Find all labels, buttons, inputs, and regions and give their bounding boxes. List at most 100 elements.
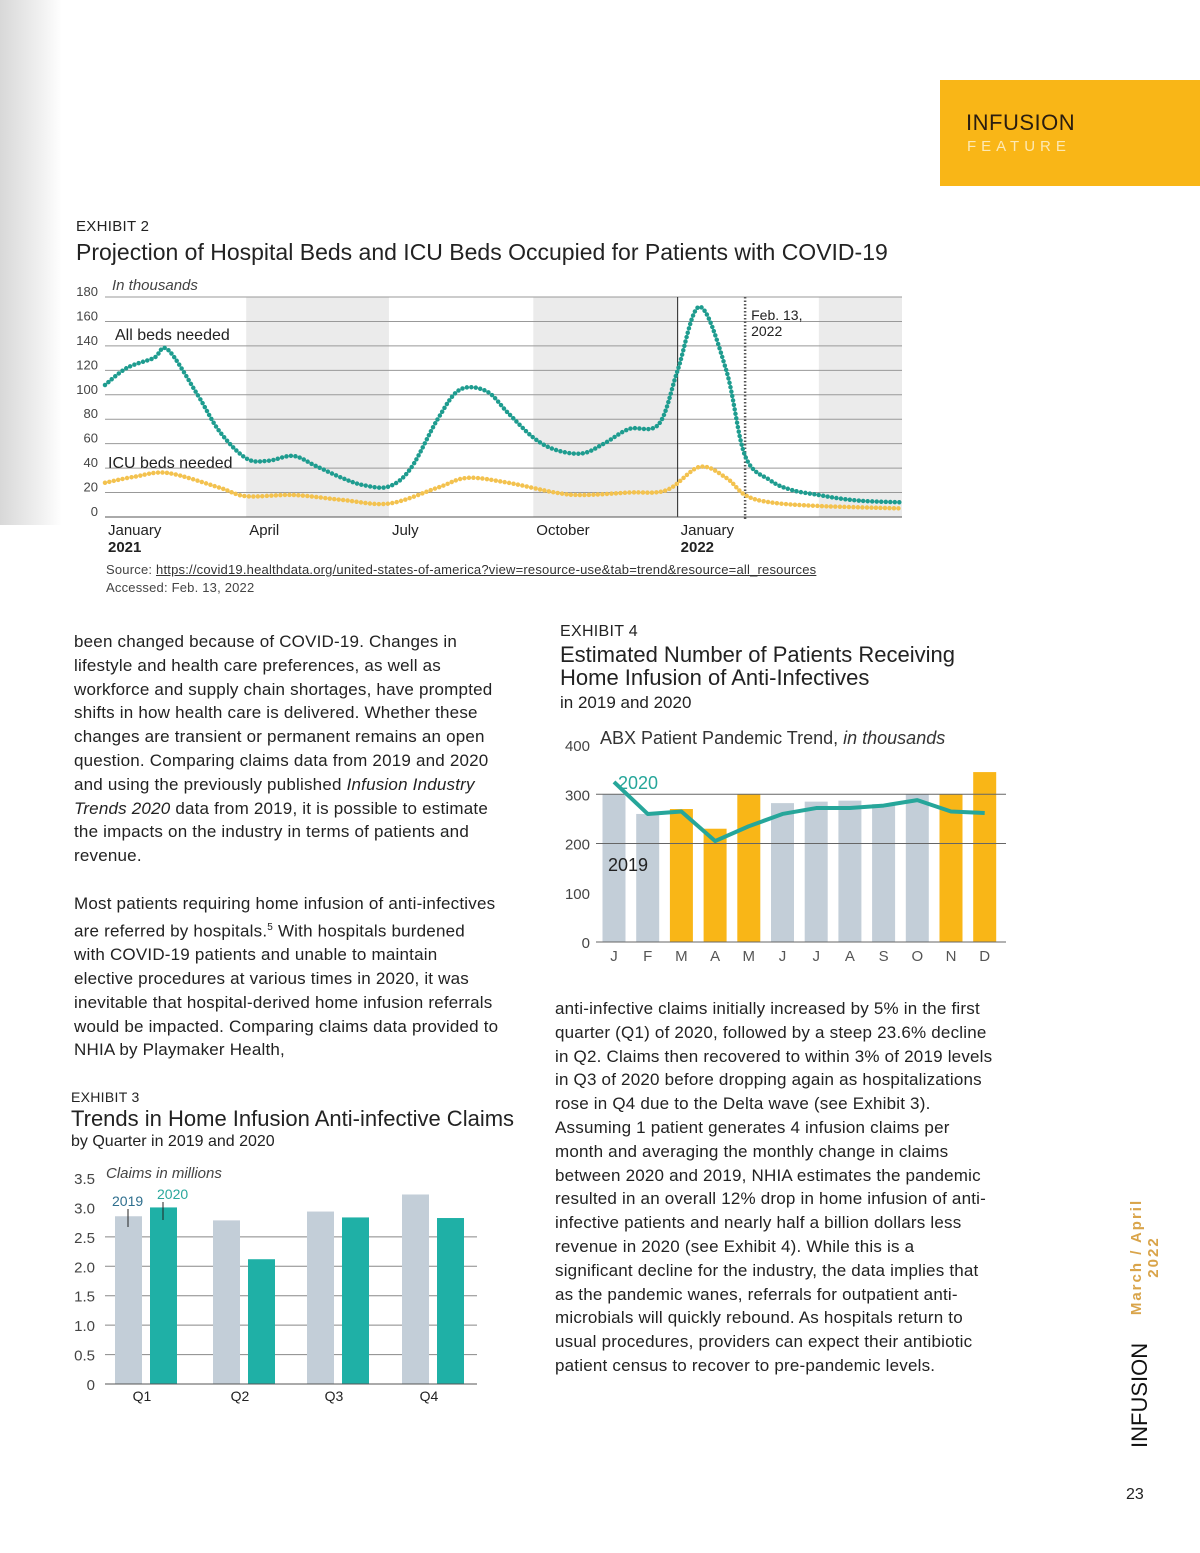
- legend-2020: 2020: [157, 1186, 188, 1202]
- exhibit2-label: EXHIBIT 2: [76, 218, 150, 235]
- bar-2019-7: [838, 800, 862, 942]
- legend-2020: 2020: [618, 773, 658, 793]
- y-tick-label: 60: [84, 431, 98, 446]
- infusion-logo: INFUSION: [966, 110, 1076, 135]
- x-tick-label: January: [108, 522, 162, 539]
- bar-2019-9: [905, 794, 929, 942]
- publication-title: Infusion Industry Trends 2020: [74, 774, 475, 818]
- y-tick-label: 3.0: [74, 1200, 95, 1217]
- exhibit4-combo-chart: J F M A M J J A S O N D 0 100 200 300 400 ABX Patient Pan…: [565, 728, 1006, 965]
- y-tick-label: 2.5: [74, 1230, 95, 1247]
- x-tick-label: N: [946, 948, 957, 965]
- x-tick-label: Q2: [231, 1388, 250, 1404]
- x-tick-label: Q1: [133, 1388, 152, 1404]
- text-segment: Most patients requiring home infusion of…: [74, 894, 496, 941]
- annotation-label: Feb. 13,: [751, 307, 802, 323]
- x-tick-label: A: [845, 948, 855, 965]
- x-tick-year: 2022: [681, 539, 714, 556]
- exhibit4-title-line2: Home Infusion of Anti-Infectives: [560, 665, 870, 690]
- y-tick-label: 20: [84, 480, 98, 495]
- x-tick-label: April: [249, 522, 279, 539]
- shaded-period: [818, 297, 902, 517]
- x-tick-label: A: [710, 948, 720, 965]
- bar-2019-10: [939, 794, 963, 942]
- x-tick-label: Q3: [325, 1388, 344, 1404]
- y-tick-label: 2.0: [74, 1259, 95, 1276]
- bar-2019-Q4: [402, 1194, 429, 1384]
- shaded-period: [246, 297, 389, 517]
- bar-2019-0: [602, 794, 626, 942]
- bar-2019-6: [804, 801, 828, 942]
- footnote-ref[interactable]: 5: [267, 921, 274, 933]
- issue-date: March / April 2022: [1128, 1198, 1162, 1316]
- series-label-icu-beds: ICU beds needed: [108, 455, 233, 472]
- y-axis-unit: Claims in millions: [106, 1165, 222, 1182]
- exhibit4-subtitle: in 2019 and 2020: [560, 693, 692, 712]
- x-tick-label: J: [812, 948, 820, 965]
- y-tick-label: 80: [84, 406, 98, 421]
- annotation-label: 2022: [751, 323, 782, 339]
- bar-2019-2: [669, 809, 693, 942]
- bar-2019-Q2: [213, 1220, 240, 1384]
- x-tick-label: D: [979, 948, 990, 965]
- x-tick-label: J: [610, 948, 618, 965]
- exhibit3-subtitle: by Quarter in 2019 and 2020: [71, 1133, 275, 1150]
- y-tick-label: 3.5: [74, 1171, 95, 1188]
- x-tick-label: S: [879, 948, 889, 965]
- y-tick-label: 160: [76, 308, 98, 323]
- exhibit4-title-line1: Estimated Number of Patients Receiving: [560, 642, 955, 667]
- exhibit2-line-chart: 0 20 40 60 80 100 120 140 160 180 In thousands Feb.…: [76, 277, 905, 556]
- x-tick-label: O: [911, 948, 923, 965]
- y-tick-label: 1.0: [74, 1318, 95, 1335]
- chart-title: ABX Patient Pandemic Trend, in thousands: [600, 728, 945, 748]
- y-tick-label: 0: [87, 1377, 95, 1394]
- exhibit3-title: Trends in Home Infusion Anti-infective C…: [71, 1106, 515, 1131]
- source-prefix: Source:: [106, 562, 157, 577]
- exhibit3-label: EXHIBIT 3: [71, 1089, 140, 1105]
- y-tick-label: 100: [565, 886, 590, 903]
- bar-2019-4: [737, 794, 761, 942]
- legend-2019: 2019: [112, 1193, 143, 1209]
- y-tick-label: 400: [565, 738, 590, 755]
- text-segment: data from 2019, it is possible to estima…: [74, 798, 488, 866]
- legend-2019: 2019: [608, 855, 648, 875]
- y-tick-label: 300: [565, 787, 590, 804]
- exhibit2-title: Projection of Hospital Beds and ICU Beds…: [76, 239, 888, 265]
- exhibit2-accessed: Accessed: Feb. 13, 2022: [106, 580, 255, 595]
- y-tick-label: 180: [76, 284, 98, 299]
- x-tick-label: M: [675, 948, 688, 965]
- y-tick-label: 0: [582, 935, 590, 952]
- x-tick-label: October: [536, 522, 589, 539]
- x-tick-label: Q4: [420, 1388, 439, 1404]
- section-label: FEATURE: [967, 138, 1071, 155]
- y-tick-label: 140: [76, 333, 98, 348]
- exhibit3-bar-chart: 0 0.5 1.0 1.5 2.0 2.5 3.0 3.5 Claims in millions…: [74, 1165, 477, 1404]
- bar-2020-Q2: [248, 1259, 275, 1384]
- series-line-all-beds: [102, 304, 905, 505]
- x-tick-label: January: [681, 522, 735, 539]
- text-segment: been changed because of COVID-19. Change…: [74, 632, 493, 794]
- exhibit2-source: Source: https://covid19.healthdata.org/u…: [106, 562, 816, 577]
- x-tick-label: F: [643, 948, 652, 965]
- body-paragraph-1: been changed because of COVID-19. Change…: [74, 630, 499, 868]
- y-tick-label: 0: [91, 504, 98, 519]
- bar-2019-11: [973, 772, 997, 942]
- bar-2019-5: [771, 803, 794, 942]
- series-label-all-beds: All beds needed: [115, 327, 230, 344]
- bar-2019-3: [703, 828, 727, 942]
- y-tick-label: 100: [76, 382, 98, 397]
- page-number: 23: [1126, 1486, 1144, 1503]
- footer-logo: INFUSION: [1127, 1342, 1152, 1448]
- x-tick-label: M: [743, 948, 756, 965]
- section-banner: INFUSION FEATURE: [940, 80, 1200, 186]
- bar-2019-Q1: [115, 1216, 142, 1384]
- bar-2020-Q4: [437, 1218, 464, 1384]
- bar-2020-Q1: [150, 1207, 177, 1384]
- shaded-period: [533, 297, 678, 517]
- y-tick-label: 200: [565, 837, 590, 854]
- source-link[interactable]: https://covid19.healthdata.org/united-st…: [156, 562, 817, 577]
- x-tick-label: J: [779, 948, 787, 965]
- x-tick-year: 2021: [108, 539, 141, 556]
- page-edge-decoration: [0, 0, 62, 525]
- x-tick-label: July: [392, 522, 419, 539]
